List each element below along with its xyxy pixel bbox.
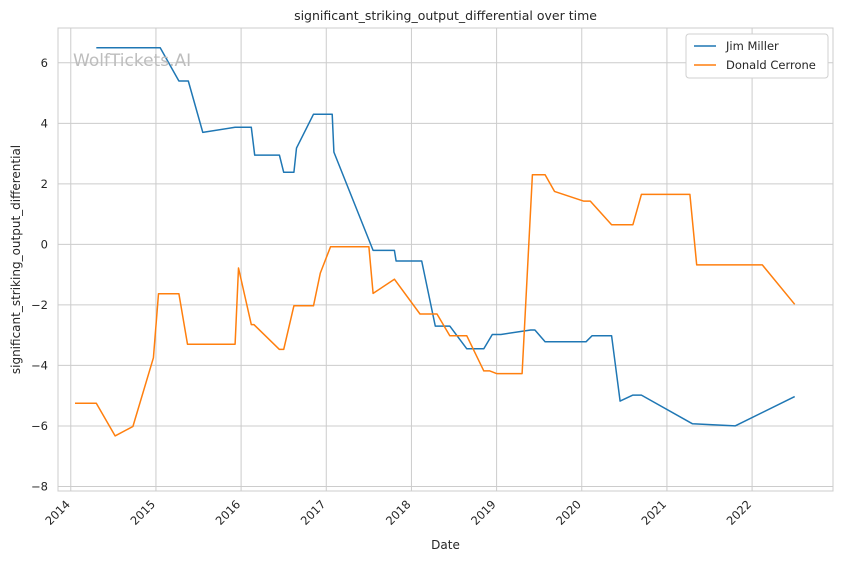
series-layer (75, 46, 796, 437)
legend-label-1: Jim Miller (725, 39, 779, 53)
y-tick-label: −2 (31, 298, 48, 312)
legend: Jim Miller Donald Cerrone (685, 33, 829, 79)
series-line-1 (96, 46, 796, 427)
chart-title: significant_striking_output_differential… (294, 8, 597, 23)
series-line-2 (75, 174, 796, 437)
y-tick-label: 0 (41, 237, 48, 251)
y-tick-label: 4 (41, 116, 48, 130)
y-tick-label: −8 (31, 479, 48, 493)
y-tick-label: 6 (41, 56, 48, 70)
y-tick-label: −4 (31, 358, 48, 372)
plot-frame (57, 27, 834, 492)
legend-box (685, 33, 829, 79)
watermark: WolfTickets.AI (73, 51, 191, 71)
plot-area (58, 28, 833, 491)
y-tick-label: 2 (41, 177, 48, 191)
x-axis-label: Date (431, 538, 460, 552)
legend-label-2: Donald Cerrone (726, 58, 816, 72)
y-tick-label: −6 (31, 419, 48, 433)
y-axis-label: significant_striking_output_differential (9, 145, 23, 374)
